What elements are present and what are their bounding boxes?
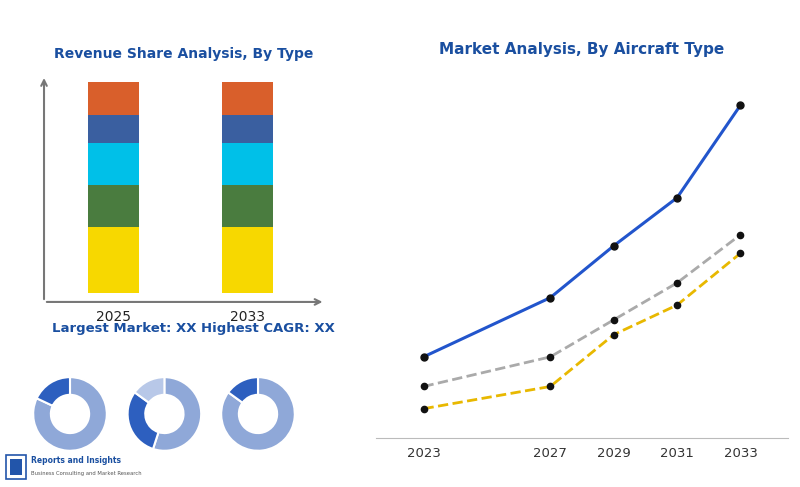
Bar — [88, 185, 139, 227]
Bar — [88, 227, 139, 293]
Title: Revenue Share Analysis, By Type: Revenue Share Analysis, By Type — [54, 47, 314, 61]
Text: Business Consulting and Market Research: Business Consulting and Market Research — [31, 471, 142, 476]
Bar — [88, 143, 139, 185]
FancyBboxPatch shape — [6, 455, 26, 479]
Text: Reports and Insights: Reports and Insights — [31, 456, 122, 465]
Bar — [222, 143, 273, 185]
Wedge shape — [228, 377, 258, 403]
FancyBboxPatch shape — [10, 459, 22, 475]
Bar — [222, 185, 273, 227]
Bar — [88, 115, 139, 143]
Title: Market Analysis, By Aircraft Type: Market Analysis, By Aircraft Type — [439, 42, 725, 57]
Wedge shape — [34, 377, 106, 451]
Wedge shape — [153, 377, 201, 451]
Wedge shape — [134, 377, 165, 403]
Wedge shape — [221, 377, 294, 451]
Text: Highest CAGR: XX: Highest CAGR: XX — [202, 322, 335, 335]
Bar — [222, 82, 273, 115]
Wedge shape — [128, 393, 158, 449]
Text: JAPAN AIRCRAFT TIRE MARKET SEGMENT ANALYSIS: JAPAN AIRCRAFT TIRE MARKET SEGMENT ANALY… — [10, 20, 487, 38]
Bar — [222, 115, 273, 143]
Bar — [222, 227, 273, 293]
Wedge shape — [37, 377, 70, 406]
Text: Largest Market: XX: Largest Market: XX — [51, 322, 196, 335]
Bar — [88, 82, 139, 115]
